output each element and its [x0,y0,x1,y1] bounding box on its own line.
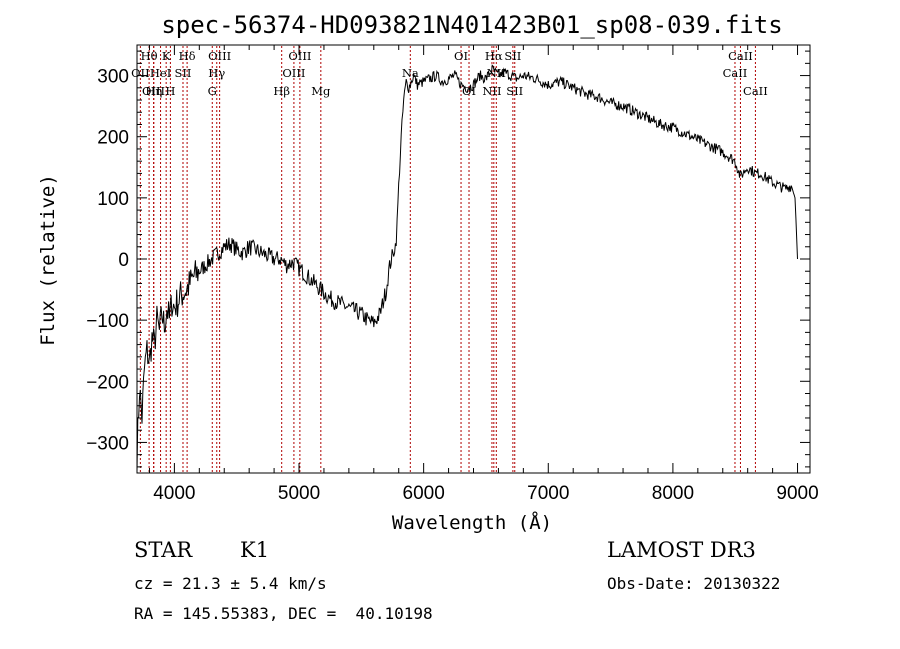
observation-date: Obs-Date: 20130322 [607,574,781,593]
spectral-line-label: CaII [728,49,753,63]
redshift-cz: cz = 21.3 ± 5.4 km/s [134,574,327,593]
plot-frame [136,44,811,474]
y-tick-label: −100 [86,311,129,332]
spectral-line-label: OIII [288,49,311,63]
x-tick-label: 5000 [278,483,320,504]
spectrum-series [136,64,798,472]
x-tick-label: 9000 [776,483,818,504]
spectral-line-label: K [162,49,171,63]
coordinates: RA = 145.55383, DEC = 40.10198 [134,604,433,623]
y-tick-label: −300 [86,433,129,454]
spectral-line-label: OII [131,66,150,80]
spectral-line-label: Mg [311,84,331,98]
spectral-line-label: OIII [208,49,231,63]
spectral-line-label: OIII [142,84,165,98]
y-tick-label: −200 [86,372,129,393]
spectral-line-label: Hα [485,49,503,63]
spectral-line-label: SII [506,84,523,98]
y-tick-label: 100 [97,189,129,210]
spectral-line-label: OIII [282,66,305,80]
spectral-line-label: SII [175,66,192,80]
spectral-line-label: NII [482,84,501,98]
spectral-line-label: OI [454,49,468,63]
x-tick-label: 6000 [403,483,445,504]
spectral-line-label: CaII [743,84,768,98]
x-tick-label: 7000 [527,483,569,504]
y-tick-label: 0 [118,250,129,271]
y-tick-label: 200 [97,128,129,149]
survey-name: LAMOST DR3 [607,538,756,562]
chart-title: spec-56374-HD093821N401423B01_sp08-039.f… [161,11,782,39]
x-axis-label: Wavelength (Å) [392,511,552,534]
spectral-line-label: Hδ [179,49,196,63]
spectral-line-label: Hβ [273,84,290,98]
object-class: STAR [134,538,193,562]
x-tick-label: 8000 [652,483,694,504]
spectral-line-label: Hη [145,84,162,98]
spectral-line-label: Hθ [141,49,158,63]
spectral-line-label: Na [402,66,419,80]
spectral-line-markers [139,46,756,472]
spectral-line-label: H [165,84,175,98]
y-axis-label: Flux (relative) [37,174,59,346]
x-tick-label: 4000 [153,483,195,504]
spectral-line-label: CaII [723,66,748,80]
spectral-line-label: G [208,84,217,98]
axis-ticks: 4000 5000 6000 7000 8000 9000 −300 −200 −100 0 100… [86,45,819,504]
y-tick-label: 300 [97,67,129,88]
spectral-line-label: HeI [150,66,171,80]
object-subclass: K1 [240,538,270,562]
spectral-line-label: SII [504,49,521,63]
spectral-line-label: Hγ [208,66,225,80]
